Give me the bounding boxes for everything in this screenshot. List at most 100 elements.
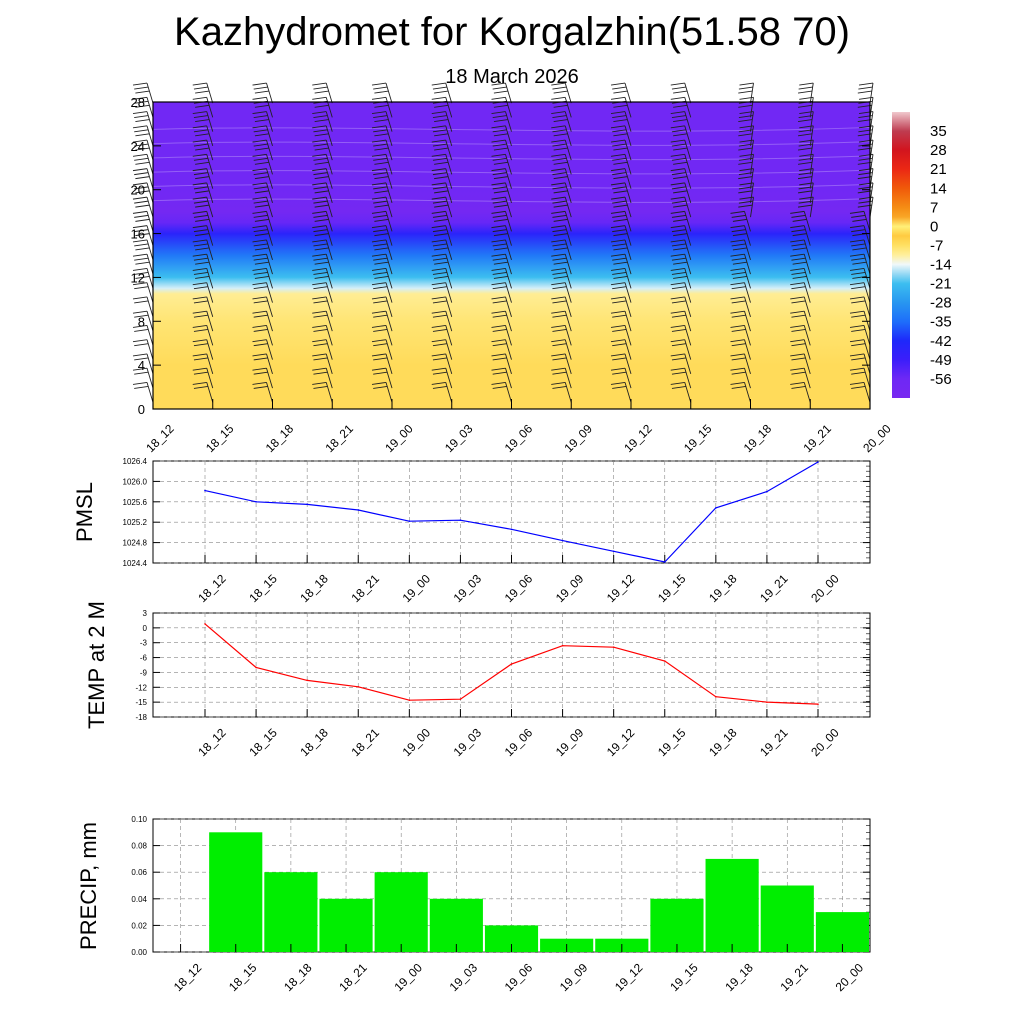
wind-barb-feather bbox=[492, 200, 507, 204]
wind-barb-feather bbox=[671, 343, 687, 347]
wind-barb-feather bbox=[314, 147, 329, 151]
wind-barb-feather bbox=[314, 104, 329, 108]
wind-barb-feather bbox=[312, 168, 327, 172]
x-tick-label: 18_21 bbox=[348, 571, 382, 605]
x-tick-label: 19_21 bbox=[757, 571, 791, 605]
wind-barb bbox=[132, 96, 154, 118]
wind-barb-feather bbox=[493, 233, 508, 237]
wind-barb-feather bbox=[252, 196, 267, 200]
wind-barb bbox=[431, 182, 453, 204]
wind-barb bbox=[431, 339, 453, 360]
y-axis-label: PMSL bbox=[72, 482, 97, 542]
wind-barb-feather bbox=[432, 143, 448, 147]
wind-barb bbox=[730, 282, 751, 303]
wind-barb-feather bbox=[434, 233, 449, 237]
wind-barb bbox=[610, 168, 632, 189]
wind-barb-staff bbox=[803, 368, 811, 389]
wind-barb bbox=[670, 153, 692, 175]
wind-barb-feather bbox=[253, 385, 268, 389]
wind-barb-feather bbox=[313, 172, 328, 176]
wind-barb-feather bbox=[849, 324, 865, 328]
wind-barb-feather bbox=[192, 111, 207, 115]
y-tick-label: 0 bbox=[138, 402, 145, 417]
wind-barb-feather bbox=[253, 343, 268, 347]
wind-barb bbox=[551, 282, 572, 303]
wind-barb bbox=[849, 324, 871, 346]
wind-barb-staff bbox=[266, 353, 273, 375]
wind-barb-feather bbox=[373, 257, 388, 261]
colorbar-label: 14 bbox=[930, 180, 947, 197]
y-tick-label: 16 bbox=[131, 227, 145, 242]
wind-barb-feather bbox=[434, 90, 449, 94]
wind-barb-feather bbox=[492, 286, 507, 290]
wind-barb-feather bbox=[371, 267, 387, 271]
wind-barb bbox=[730, 339, 751, 360]
wind-barb bbox=[670, 125, 692, 146]
wind-barb-feather bbox=[134, 257, 149, 261]
wind-barb bbox=[312, 239, 333, 261]
wind-barb bbox=[790, 282, 811, 303]
x-tick-label: 19_12 bbox=[612, 960, 646, 994]
wind-barb-staff bbox=[564, 168, 572, 189]
wind-barb-staff bbox=[206, 139, 214, 161]
wind-barb-feather bbox=[552, 371, 567, 375]
data-point bbox=[766, 490, 768, 493]
wind-barb-staff bbox=[206, 211, 214, 232]
wind-barb-feather bbox=[670, 353, 685, 357]
wind-barb-feather bbox=[612, 200, 627, 204]
wind-barb bbox=[491, 324, 512, 346]
wind-barb-feather bbox=[798, 86, 813, 90]
wind-barb-staff bbox=[505, 182, 512, 204]
wind-barb-feather bbox=[431, 168, 446, 172]
wind-barb-feather bbox=[612, 257, 627, 261]
x-tick-label: 19_00 bbox=[391, 960, 425, 994]
wind-barb-feather bbox=[192, 96, 207, 100]
wind-barb bbox=[132, 139, 154, 161]
wind-barb bbox=[670, 381, 692, 403]
wind-barb-staff bbox=[325, 139, 333, 161]
wind-barb-staff bbox=[744, 311, 751, 332]
wind-barb-staff bbox=[385, 97, 393, 118]
wind-barb-staff bbox=[146, 254, 154, 275]
wind-barb bbox=[610, 267, 632, 289]
wind-barb-feather bbox=[851, 286, 866, 290]
wind-barb-staff bbox=[445, 239, 453, 261]
x-tick-label: 18_18 bbox=[281, 960, 315, 994]
colorbar-label: 28 bbox=[930, 142, 947, 159]
x-tick-label: 19_03 bbox=[447, 960, 481, 994]
wind-barb-feather bbox=[551, 253, 566, 257]
wind-barb-feather bbox=[252, 239, 267, 243]
wind-barb-feather bbox=[791, 286, 806, 290]
wind-barb-feather bbox=[851, 371, 866, 375]
wind-barb-staff bbox=[624, 382, 632, 403]
wind-barb bbox=[132, 225, 154, 246]
wind-barb bbox=[312, 367, 333, 389]
wind-barb-feather bbox=[492, 129, 507, 133]
wind-barb-feather bbox=[195, 204, 210, 208]
wind-barb-feather bbox=[671, 200, 687, 204]
wind-barb-feather bbox=[193, 314, 209, 318]
wind-barb-feather bbox=[612, 314, 627, 318]
wind-barb-staff bbox=[206, 225, 214, 246]
wind-barb-feather bbox=[134, 214, 149, 218]
wind-barb-feather bbox=[313, 143, 328, 147]
wind-barb-feather bbox=[254, 233, 269, 237]
x-tick-label: 19_09 bbox=[557, 960, 591, 994]
wind-barb-feather bbox=[254, 161, 269, 165]
wind-barb-feather bbox=[851, 328, 866, 332]
wind-barb bbox=[132, 153, 154, 175]
x-tick-label: 20_00 bbox=[860, 421, 894, 455]
wind-barb-staff bbox=[206, 239, 214, 261]
wind-barb-feather bbox=[791, 385, 806, 389]
wind-barb-feather bbox=[552, 200, 567, 204]
wind-barb-staff bbox=[385, 211, 393, 232]
wind-barb-staff bbox=[624, 139, 632, 161]
wind-barb-feather bbox=[252, 210, 267, 214]
wind-barb-feather bbox=[373, 357, 388, 361]
wind-barb-feather bbox=[492, 172, 507, 176]
wind-barb-feather bbox=[492, 300, 507, 304]
colorbar-label: -35 bbox=[930, 314, 952, 331]
wind-barb-feather bbox=[253, 300, 268, 304]
wind-barb-feather bbox=[253, 129, 268, 133]
wind-barb-feather bbox=[670, 182, 685, 186]
